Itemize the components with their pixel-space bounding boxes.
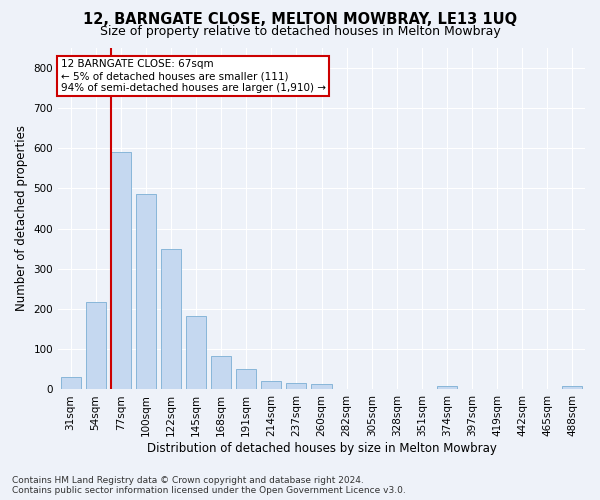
Bar (211, 356, 231, 390)
Bar (86, 302, 106, 390)
Bar (286, 384, 307, 390)
Bar (236, 369, 256, 390)
Text: Size of property relative to detached houses in Melton Mowbray: Size of property relative to detached ho… (100, 25, 500, 38)
Bar (61, 376, 80, 390)
Bar (161, 250, 181, 390)
Bar (437, 386, 457, 390)
Text: 12 BARNGATE CLOSE: 67sqm
← 5% of detached houses are smaller (111)
94% of semi-d: 12 BARNGATE CLOSE: 67sqm ← 5% of detache… (61, 60, 326, 92)
Bar (136, 194, 156, 390)
Bar (111, 152, 131, 390)
X-axis label: Distribution of detached houses by size in Melton Mowbray: Distribution of detached houses by size … (146, 442, 496, 455)
Bar (186, 316, 206, 390)
Text: Contains HM Land Registry data © Crown copyright and database right 2024.
Contai: Contains HM Land Registry data © Crown c… (12, 476, 406, 495)
Text: 12, BARNGATE CLOSE, MELTON MOWBRAY, LE13 1UQ: 12, BARNGATE CLOSE, MELTON MOWBRAY, LE13… (83, 12, 517, 28)
Bar (261, 382, 281, 390)
Bar (311, 384, 332, 390)
Y-axis label: Number of detached properties: Number of detached properties (15, 126, 28, 312)
Bar (562, 386, 583, 390)
